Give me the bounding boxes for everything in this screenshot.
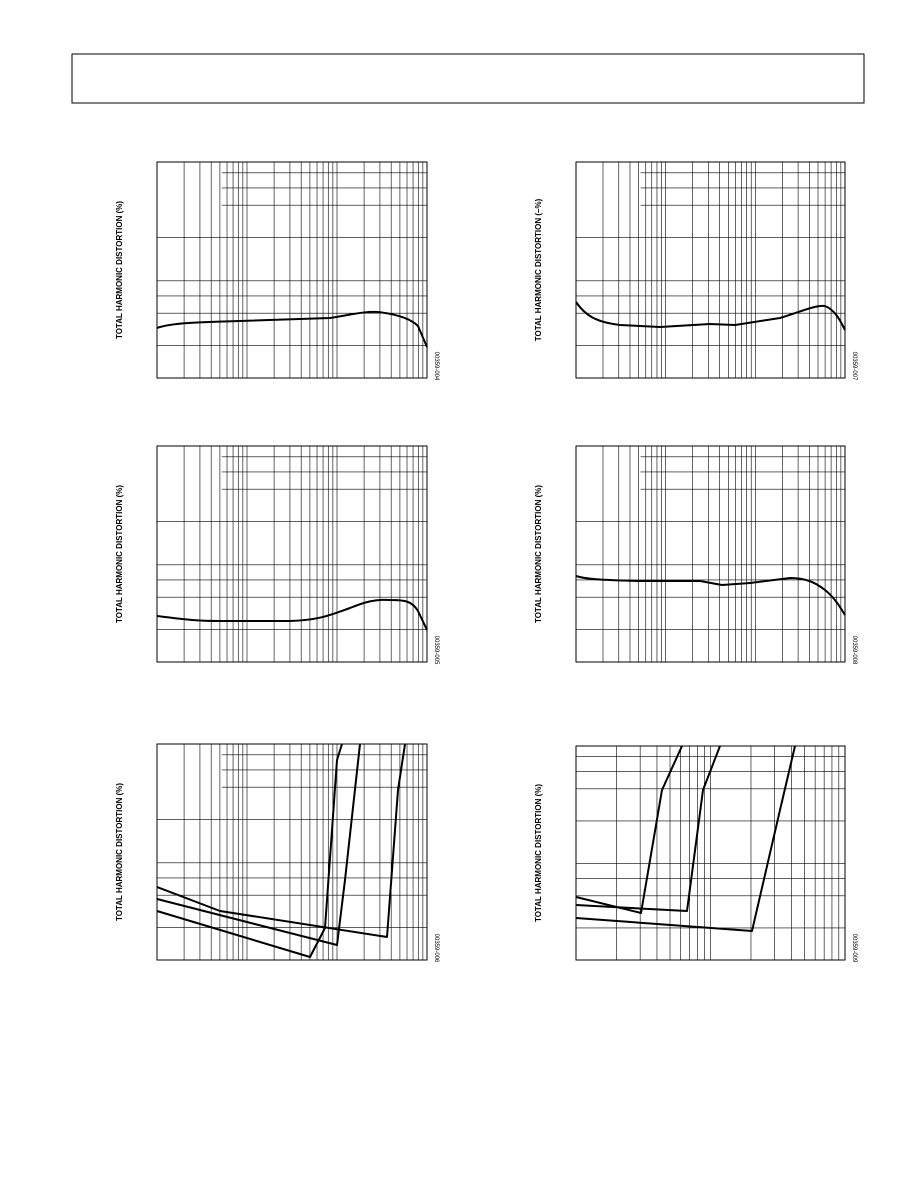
figure-id: 00359-007 <box>851 352 857 381</box>
curve <box>575 301 846 331</box>
y-axis-label: TOTAL HARMONIC DISTORTION (–%) <box>534 198 543 341</box>
curve <box>575 745 721 912</box>
curve <box>156 743 361 946</box>
figure-id: 00359-008 <box>851 636 857 665</box>
plot-frame <box>575 445 846 663</box>
header-box <box>71 53 865 104</box>
curve <box>575 745 796 932</box>
plot-frame <box>156 743 428 961</box>
figure-id: 00359-006 <box>433 934 439 963</box>
plot-frame <box>156 161 428 379</box>
plot-frame <box>156 445 428 663</box>
curve <box>575 745 683 914</box>
texts: TOTAL HARMONIC DISTORTION (%) 00359-004 TO… <box>115 198 857 963</box>
curve <box>156 743 406 938</box>
y-axis-label: TOTAL HARMONIC DISTORTION (%) <box>115 783 124 921</box>
curve <box>156 598 428 631</box>
y-axis-label: TOTAL HARMONIC DISTORTION (%) <box>115 485 124 623</box>
figure-id: 00359-009 <box>851 934 857 963</box>
curve <box>575 575 846 616</box>
curve <box>156 310 428 348</box>
y-axis-label: TOTAL HARMONIC DISTORTION (%) <box>534 485 543 623</box>
figure-id: 00359-004 <box>433 352 439 381</box>
figure-id: 00359-005 <box>433 636 439 665</box>
grids <box>156 161 846 961</box>
y-axis-label: TOTAL HARMONIC DISTORTION (%) <box>115 201 124 339</box>
plot-frame <box>575 161 846 379</box>
y-axis-label: TOTAL HARMONIC DISTORTION (%) <box>534 784 543 922</box>
